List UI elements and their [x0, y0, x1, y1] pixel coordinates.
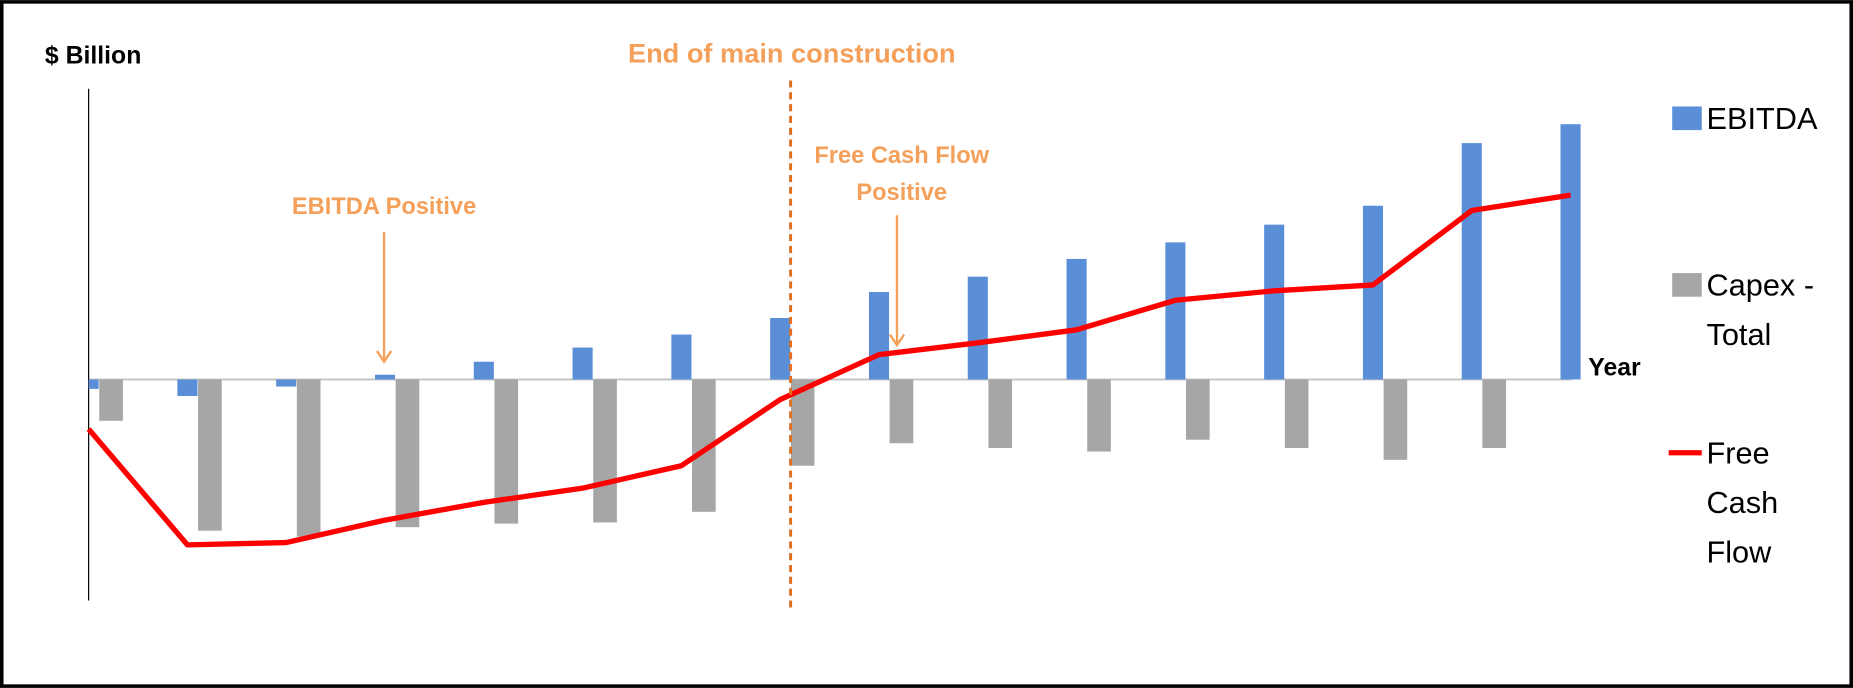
- bar: [1560, 124, 1581, 380]
- bar: [198, 379, 222, 531]
- bar: [1362, 205, 1384, 380]
- legend-label-box: Capex - Total: [1706, 267, 1815, 353]
- legend-label-box: EBITDA: [1706, 100, 1818, 137]
- annotation: EBITDA Positive: [291, 193, 477, 220]
- bar: [1264, 224, 1285, 380]
- bar: [88, 379, 99, 389]
- arrow-head: [375, 350, 393, 364]
- bar: [593, 379, 617, 523]
- annotation: End of main construction: [627, 37, 956, 69]
- bar: [889, 379, 914, 444]
- annotation-box: Free Cash Flow Positive: [814, 143, 990, 206]
- bar: [988, 379, 1013, 448]
- bar: [1284, 379, 1309, 448]
- y-axis-label: $ Billion: [45, 42, 141, 69]
- annotation: Free Cash Flow Positive: [814, 143, 990, 206]
- bar: [1066, 258, 1087, 380]
- bar: [1087, 379, 1111, 452]
- bar: [494, 379, 519, 524]
- x-axis-label: Year: [1588, 354, 1641, 381]
- bar: [1383, 379, 1408, 460]
- bar: [473, 361, 494, 380]
- bar: [296, 379, 321, 537]
- bar: [790, 379, 815, 466]
- bar: [374, 374, 396, 380]
- legend-label-box: Free Cash Flow: [1706, 434, 1779, 570]
- annotation-box: End of main construction: [627, 37, 956, 69]
- bar: [868, 292, 890, 380]
- bar: [967, 276, 988, 380]
- bar: [395, 379, 420, 528]
- bar: [99, 379, 123, 421]
- bar: [177, 379, 198, 396]
- bar: [1165, 242, 1186, 380]
- bar: [671, 334, 692, 380]
- bar: [1186, 379, 1210, 440]
- line: [86, 192, 1571, 548]
- legend-swatch: [1672, 106, 1702, 131]
- bar: [1482, 379, 1507, 448]
- bar: [276, 379, 297, 387]
- arrow-head: [888, 333, 906, 348]
- bar: [770, 318, 791, 380]
- bar: [572, 347, 593, 380]
- bar: [692, 379, 716, 512]
- legend-label: Capex - Total: [1706, 267, 1815, 353]
- legend-label: Free Cash Flow: [1706, 434, 1779, 570]
- annotation-box: EBITDA Positive: [291, 193, 477, 220]
- bar: [1461, 143, 1482, 380]
- legend-label: EBITDA: [1706, 100, 1818, 137]
- legend-swatch: [1672, 273, 1702, 297]
